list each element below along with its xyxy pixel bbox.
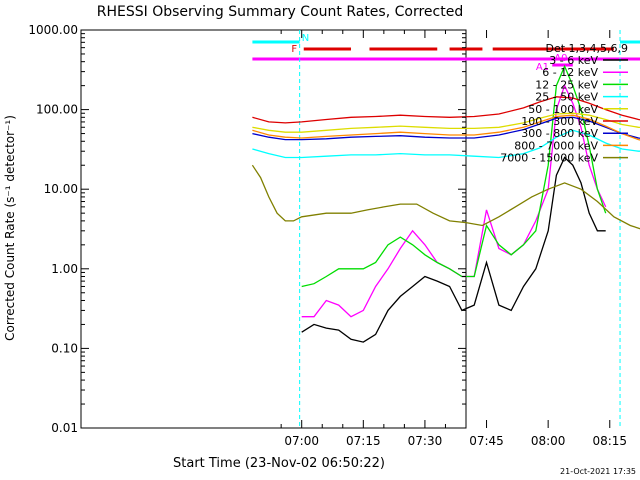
legend-title: Det 1,3,4,5,6,9: [545, 42, 628, 55]
series-line: [252, 114, 640, 141]
flag-a1-label: A1: [536, 62, 549, 73]
footer-timestamp: 21-Oct-2021 17:35: [560, 467, 636, 476]
plot-frame: [80, 29, 467, 429]
x-axis-label: Start Time (23-Nov-02 06:50:22): [173, 456, 385, 471]
y-axis-label: Corrected Count Rate (s⁻¹ detector⁻¹): [3, 115, 17, 341]
series-line: [251, 164, 640, 230]
flag-a0-label: A0: [554, 53, 567, 64]
legend-label: 300 - 800 keV: [521, 127, 598, 140]
legend-label: 12 - 25 keV: [535, 78, 598, 91]
y-tick-label: 10.00: [44, 182, 78, 196]
chart-title: RHESSI Observing Summary Count Rates, Co…: [97, 4, 463, 20]
x-tick-label: 07:30: [408, 434, 443, 448]
legend-label: 25 - 50 keV: [535, 91, 598, 104]
y-tick-label: 0.01: [51, 421, 78, 435]
y-tick-label: 1.00: [51, 262, 78, 276]
series-lines: [251, 64, 640, 343]
legend-label: 7000 - 15000 keV: [500, 152, 598, 165]
series-line: [252, 112, 640, 133]
y-tick-label: 0.10: [51, 341, 78, 355]
series-line: [301, 156, 606, 343]
y-tick-label: 100.00: [36, 103, 78, 117]
legend-label: 6 - 12 keV: [542, 66, 598, 79]
x-tick-label: 08:00: [531, 434, 566, 448]
x-tick-label: 08:15: [592, 434, 627, 448]
legend-label: 800 - 7000 keV: [514, 139, 598, 152]
series-line: [301, 64, 607, 288]
legend-label: 100 - 300 keV: [521, 115, 598, 128]
series-line: [252, 96, 640, 124]
legend-label: 3 - 6 keV: [549, 54, 598, 67]
flag-f-label: F: [291, 44, 297, 55]
flag-n-label: N: [302, 33, 309, 44]
x-tick-label: 07:15: [346, 434, 381, 448]
x-tick-label: 07:45: [469, 434, 504, 448]
y-axis: 1000.00 100.00 10.00 1.00 0.10 0.01: [28, 23, 466, 435]
flag-bars: NF A0 A1: [252, 33, 640, 73]
y-tick-label: 1000.00: [28, 23, 78, 37]
x-tick-label: 07:00: [284, 434, 319, 448]
legend-label: 50 - 100 keV: [528, 103, 598, 116]
